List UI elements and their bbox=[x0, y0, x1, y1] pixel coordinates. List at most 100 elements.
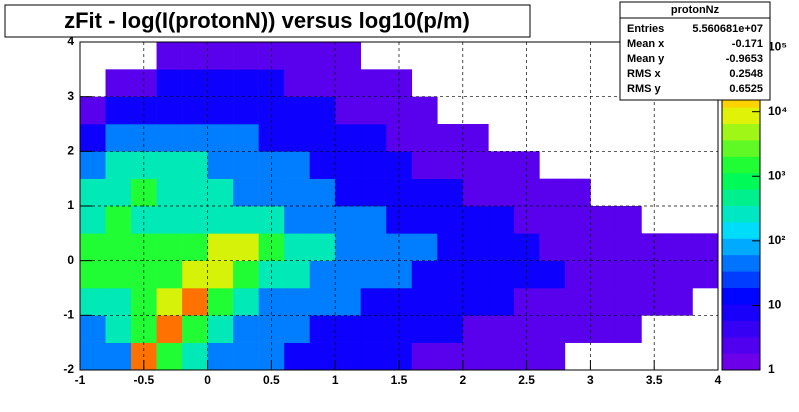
color-band bbox=[722, 140, 760, 158]
heat-cell bbox=[462, 206, 489, 234]
heat-cell bbox=[411, 124, 438, 152]
heat-cell bbox=[590, 206, 617, 234]
heat-cell bbox=[182, 315, 208, 343]
heat-cell bbox=[156, 151, 183, 179]
heat-cell bbox=[182, 178, 208, 207]
y-tick-label: -1 bbox=[63, 308, 74, 322]
heat-cell bbox=[437, 288, 464, 316]
stats-label: Mean x bbox=[627, 38, 665, 50]
heat-cell bbox=[462, 124, 489, 152]
stats-value: 5.560681e+07 bbox=[692, 23, 763, 35]
heat-cell bbox=[284, 288, 310, 316]
heat-cell bbox=[360, 69, 387, 97]
x-tick-label: -1 bbox=[75, 373, 86, 387]
heat-cell bbox=[233, 315, 259, 343]
heat-cell bbox=[692, 260, 719, 289]
heat-cell bbox=[616, 151, 642, 179]
plot-frame bbox=[79, 41, 719, 371]
heat-cell bbox=[284, 178, 310, 207]
heat-cell bbox=[565, 151, 591, 179]
heat-cell bbox=[437, 233, 464, 261]
heat-cell bbox=[182, 260, 208, 289]
heat-cell bbox=[335, 124, 362, 152]
x-tick-label: 3 bbox=[587, 373, 594, 387]
stats-value: 0.2548 bbox=[729, 68, 763, 80]
heat-cell bbox=[539, 260, 566, 289]
heat-cell bbox=[156, 96, 183, 125]
heat-cell bbox=[565, 97, 591, 125]
heat-cell bbox=[590, 343, 616, 371]
heat-cell bbox=[182, 233, 208, 261]
heat-cell bbox=[284, 315, 310, 343]
heat-cell bbox=[233, 288, 259, 316]
heat-cell bbox=[437, 69, 463, 97]
heat-cell bbox=[182, 69, 208, 97]
heat-cell bbox=[233, 96, 259, 125]
heat-cell bbox=[309, 42, 336, 70]
color-band bbox=[722, 222, 760, 240]
heat-cell bbox=[615, 206, 642, 234]
heat-cell bbox=[80, 206, 106, 234]
heat-cell bbox=[284, 42, 310, 70]
heat-cell bbox=[156, 69, 183, 97]
color-band bbox=[722, 206, 760, 223]
heat-cell bbox=[666, 288, 693, 316]
z-tick-label: 10 bbox=[768, 298, 782, 312]
heat-cell bbox=[80, 178, 106, 207]
heat-cell bbox=[539, 97, 565, 125]
heat-cell bbox=[335, 206, 362, 234]
heat-cell bbox=[284, 151, 310, 179]
z-tick-label: 10⁴ bbox=[768, 104, 787, 118]
heat-cell bbox=[667, 151, 693, 179]
heat-cell bbox=[335, 42, 362, 70]
heat-cell bbox=[616, 179, 642, 207]
heat-cell bbox=[692, 151, 718, 179]
heat-cell bbox=[667, 179, 693, 207]
heat-cell bbox=[182, 42, 208, 70]
heat-cell bbox=[360, 151, 387, 179]
heat-cell bbox=[488, 97, 514, 125]
heat-cell bbox=[564, 315, 591, 343]
heat-cell bbox=[233, 178, 259, 207]
heat-cell bbox=[437, 178, 464, 207]
y-tick-label: 2 bbox=[67, 144, 74, 158]
heat-cell bbox=[692, 124, 718, 152]
heat-cell bbox=[462, 178, 489, 207]
heat-cell bbox=[360, 288, 387, 316]
heat-cell bbox=[105, 69, 132, 97]
heat-cell bbox=[564, 206, 591, 234]
x-tick-label: 3.5 bbox=[646, 373, 663, 387]
heat-cell bbox=[590, 151, 616, 179]
heat-cell bbox=[488, 260, 515, 289]
color-band bbox=[722, 238, 760, 256]
heat-cell bbox=[207, 260, 234, 289]
heat-cell bbox=[411, 315, 438, 343]
stats-label: RMS y bbox=[627, 83, 662, 95]
heat-cell bbox=[360, 124, 387, 152]
heat-cell bbox=[207, 96, 234, 125]
color-band bbox=[722, 156, 760, 174]
heat-cell bbox=[309, 96, 336, 125]
x-tick-label: 2.5 bbox=[518, 373, 535, 387]
heat-cell bbox=[539, 206, 566, 234]
heat-cell bbox=[106, 42, 132, 70]
heat-cell bbox=[284, 342, 310, 371]
heat-cell bbox=[182, 124, 208, 152]
stats-box: protonNz Entries 5.560681e+07 Mean x -0.171… bbox=[619, 1, 771, 101]
heat-cell bbox=[309, 124, 336, 152]
heat-cell bbox=[80, 69, 106, 97]
heat-cell bbox=[692, 315, 718, 343]
heat-cell bbox=[412, 42, 438, 70]
heat-cell bbox=[615, 233, 642, 261]
color-band bbox=[722, 288, 760, 305]
heat-cell bbox=[207, 342, 234, 371]
heat-cell bbox=[233, 233, 259, 261]
heat-cell bbox=[437, 342, 464, 371]
x-tick-label: 4 bbox=[715, 373, 722, 387]
heat-cell bbox=[411, 96, 438, 125]
stats-value: -0.9653 bbox=[726, 53, 763, 65]
heat-cell bbox=[156, 42, 183, 70]
x-tick-label: 0 bbox=[204, 373, 211, 387]
heat-cell bbox=[80, 124, 106, 152]
